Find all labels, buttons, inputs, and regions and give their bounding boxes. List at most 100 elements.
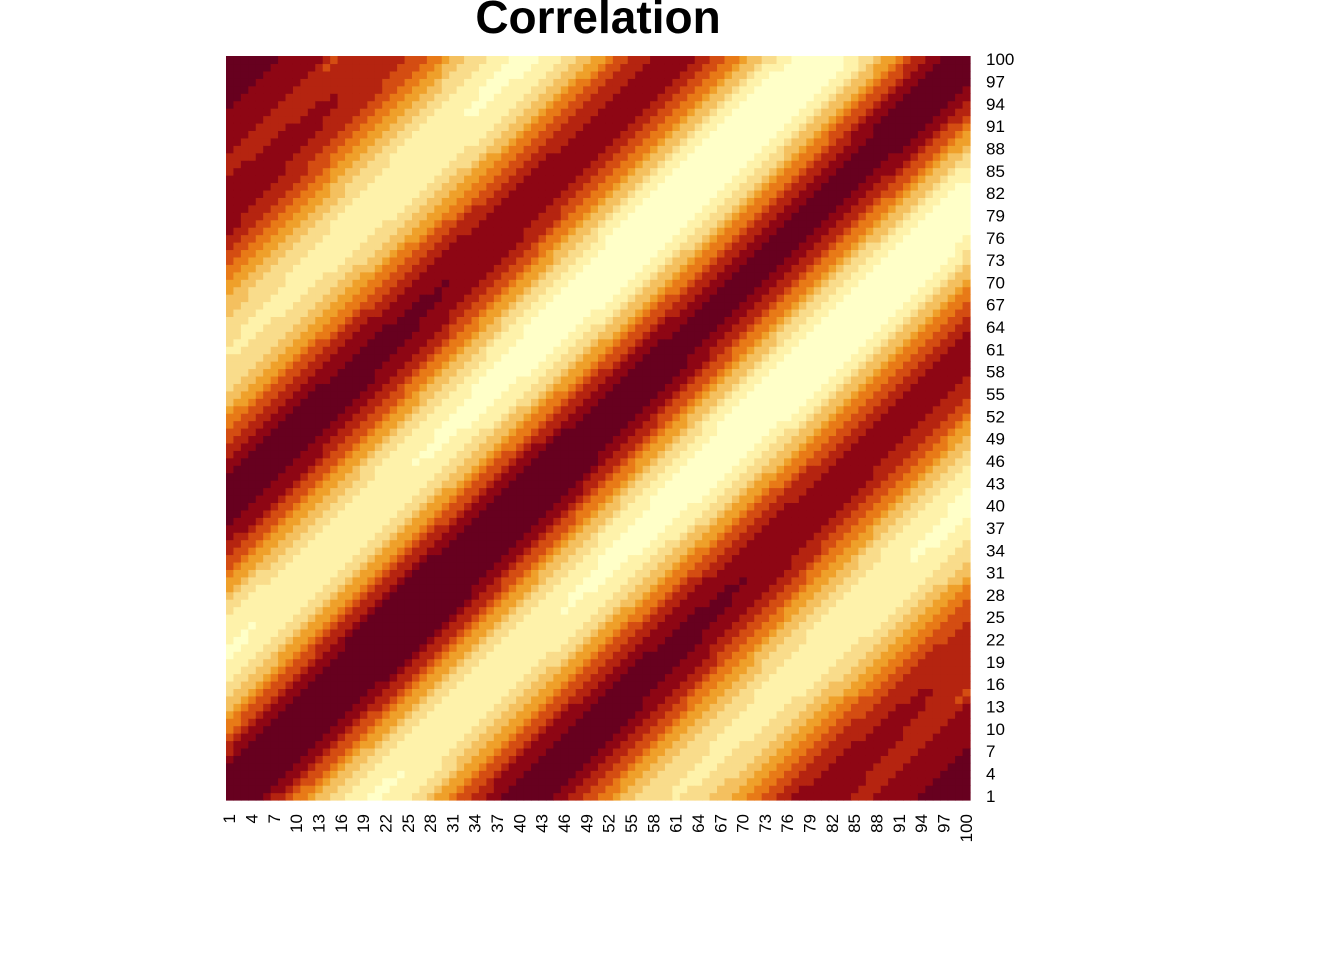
heatmap-cell — [426, 695, 435, 704]
heatmap-cell — [397, 591, 406, 600]
heatmap-cell — [531, 108, 540, 117]
heatmap-cell — [397, 85, 406, 94]
heatmap-cell — [478, 502, 487, 511]
heatmap-cell — [501, 703, 510, 712]
heatmap-cell — [560, 115, 569, 124]
heatmap-cell — [226, 465, 235, 474]
heatmap-cell — [531, 420, 540, 429]
heatmap-cell — [449, 145, 458, 154]
heatmap-cell — [493, 643, 502, 652]
heatmap-cell — [285, 517, 294, 526]
heatmap-cell — [278, 108, 287, 117]
heatmap-cell — [389, 747, 398, 756]
heatmap-cell — [419, 599, 428, 608]
heatmap-cell — [575, 160, 584, 169]
heatmap-cell — [382, 673, 391, 682]
heatmap-cell — [233, 450, 242, 459]
heatmap-cell — [583, 130, 592, 139]
heatmap-cell — [240, 710, 249, 719]
heatmap-cell — [412, 428, 421, 437]
heatmap-cell — [307, 390, 316, 399]
heatmap-cell — [464, 405, 473, 414]
heatmap-cell — [583, 286, 592, 295]
heatmap-cell — [560, 487, 569, 496]
heatmap-cell — [278, 264, 287, 273]
heatmap-cell — [441, 480, 450, 489]
heatmap-cell — [575, 301, 584, 310]
heatmap-cell — [345, 673, 354, 682]
heatmap-cell — [292, 680, 301, 689]
heatmap-cell — [367, 286, 376, 295]
heatmap-cell — [345, 338, 354, 347]
heatmap-cell — [389, 487, 398, 496]
heatmap-cell — [538, 428, 547, 437]
heatmap-cell — [464, 614, 473, 623]
heatmap-cell — [545, 145, 554, 154]
heatmap-cell — [434, 264, 443, 273]
heatmap-cell — [322, 621, 331, 630]
heatmap-cell — [322, 442, 331, 451]
heatmap-cell — [255, 770, 264, 779]
heatmap-cell — [382, 189, 391, 198]
heatmap-cell — [352, 710, 361, 719]
heatmap-cell — [285, 465, 294, 474]
heatmap-cell — [434, 130, 443, 139]
heatmap-cell — [508, 606, 517, 615]
heatmap-cell — [426, 710, 435, 719]
heatmap-cell — [471, 747, 480, 756]
heatmap-cell — [278, 480, 287, 489]
heatmap-cell — [486, 160, 495, 169]
heatmap-cell — [337, 375, 346, 384]
heatmap-cell — [255, 137, 264, 146]
heatmap-cell — [330, 762, 339, 771]
heatmap-cell — [292, 487, 301, 496]
heatmap-cell — [248, 331, 257, 340]
heatmap-cell — [307, 584, 316, 593]
heatmap-cell — [553, 115, 562, 124]
heatmap-cell — [538, 740, 547, 749]
heatmap-cell — [583, 740, 592, 749]
heatmap-cell — [523, 643, 532, 652]
heatmap-cell — [330, 710, 339, 719]
heatmap-cell — [538, 673, 547, 682]
heatmap-cell — [352, 264, 361, 273]
heatmap-cell — [545, 494, 554, 503]
heatmap-cell — [478, 353, 487, 362]
heatmap-cell — [315, 78, 324, 87]
heatmap-cell — [330, 294, 339, 303]
heatmap-cell — [426, 130, 435, 139]
heatmap-cell — [486, 115, 495, 124]
heatmap-cell — [359, 338, 368, 347]
heatmap-cell — [374, 576, 383, 585]
heatmap-cell — [382, 703, 391, 712]
heatmap-cell — [359, 242, 368, 251]
heatmap-cell — [270, 480, 279, 489]
heatmap-cell — [292, 643, 301, 652]
heatmap-cell — [449, 346, 458, 355]
heatmap-cell — [285, 152, 294, 161]
heatmap-cell — [419, 212, 428, 221]
heatmap-cell — [568, 673, 577, 682]
heatmap-cell — [263, 703, 272, 712]
heatmap-cell — [345, 227, 354, 236]
heatmap-cell — [456, 428, 465, 437]
heatmap-cell — [449, 472, 458, 481]
heatmap-cell — [501, 554, 510, 563]
heatmap-cell — [412, 286, 421, 295]
heatmap-cell — [545, 450, 554, 459]
heatmap-cell — [412, 227, 421, 236]
heatmap-cell — [412, 294, 421, 303]
heatmap-cell — [345, 390, 354, 399]
heatmap-cell — [538, 338, 547, 347]
heatmap-cell — [419, 755, 428, 764]
heatmap-cell — [501, 63, 510, 72]
heatmap-cell — [516, 346, 525, 355]
heatmap-cell — [516, 666, 525, 675]
heatmap-cell — [493, 450, 502, 459]
heatmap-cell — [240, 85, 249, 94]
heatmap-cell — [240, 457, 249, 466]
heatmap-cell — [456, 197, 465, 206]
heatmap-cell — [352, 405, 361, 414]
heatmap-cell — [404, 242, 413, 251]
heatmap-cell — [471, 725, 480, 734]
